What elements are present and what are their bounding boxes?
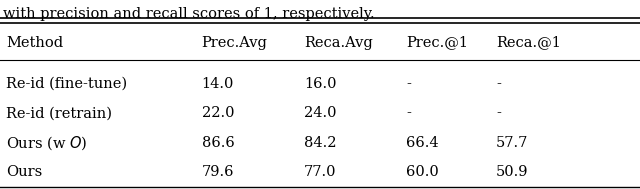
Text: 50.9: 50.9 [496, 165, 529, 179]
Text: Reca.@1: Reca.@1 [496, 36, 561, 50]
Text: Re-id (retrain): Re-id (retrain) [6, 106, 113, 120]
Text: with precision and recall scores of 1, respectively.: with precision and recall scores of 1, r… [3, 7, 375, 21]
Text: 77.0: 77.0 [304, 165, 337, 179]
Text: -: - [406, 77, 412, 91]
Text: Prec.@1: Prec.@1 [406, 36, 468, 50]
Text: Prec.Avg: Prec.Avg [202, 36, 268, 50]
Text: 60.0: 60.0 [406, 165, 439, 179]
Text: 57.7: 57.7 [496, 136, 529, 150]
Text: 84.2: 84.2 [304, 136, 337, 150]
Text: -: - [496, 77, 501, 91]
Text: 16.0: 16.0 [304, 77, 337, 91]
Text: 24.0: 24.0 [304, 106, 337, 120]
Text: Ours (w $\mathit{O}$): Ours (w $\mathit{O}$) [6, 134, 88, 152]
Text: 22.0: 22.0 [202, 106, 234, 120]
Text: 66.4: 66.4 [406, 136, 439, 150]
Text: Re-id (fine-tune): Re-id (fine-tune) [6, 77, 127, 91]
Text: 14.0: 14.0 [202, 77, 234, 91]
Text: 86.6: 86.6 [202, 136, 234, 150]
Text: -: - [496, 106, 501, 120]
Text: Reca.Avg: Reca.Avg [304, 36, 372, 50]
Text: -: - [406, 106, 412, 120]
Text: Method: Method [6, 36, 63, 50]
Text: 79.6: 79.6 [202, 165, 234, 179]
Text: Ours: Ours [6, 165, 43, 179]
